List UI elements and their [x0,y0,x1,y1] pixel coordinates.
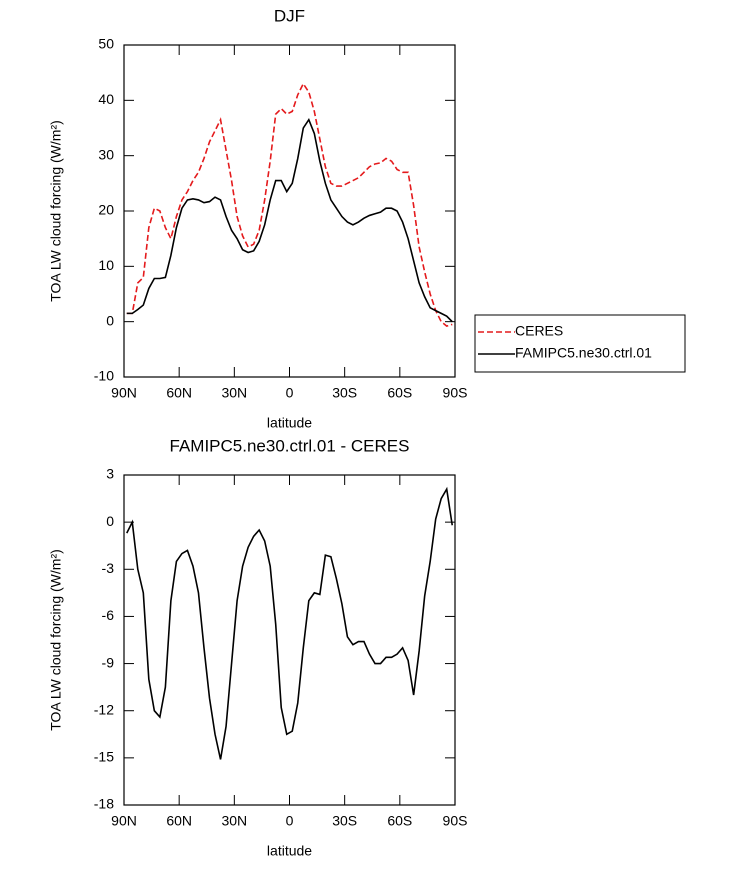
x-tick-label: 60N [166,813,192,829]
data-line [126,486,454,760]
y-tick-label: -15 [94,749,114,765]
legend-box [474,314,686,373]
x-tick-label: 90N [111,385,137,401]
y-tick-label: -9 [102,654,115,670]
x-tick-label: 60S [387,385,412,401]
y-tick-label: 0 [106,513,114,529]
y-tick-label: 50 [98,36,114,52]
y-tick-label: -12 [94,701,114,717]
y-tick-label: -10 [94,368,114,384]
x-tick-label: 0 [286,385,294,401]
x-axis-label: latitude [267,415,312,431]
x-tick-label: 30N [221,385,247,401]
legend-label: FAMIPC5.ne30.ctrl.01 [515,345,652,361]
y-tick-label: -18 [94,796,114,812]
x-tick-label: 60N [166,385,192,401]
y-axis-label: TOA LW cloud forcing (W/m²) [48,549,64,731]
plot-frame [123,44,456,378]
x-tick-label: 90N [111,813,137,829]
y-tick-label: 10 [98,257,114,273]
plot-frame [123,474,456,806]
legend-label: CERES [515,323,563,339]
y-tick-label: 40 [98,91,114,107]
x-tick-label: 90S [443,813,468,829]
y-tick-label: 30 [98,146,114,162]
y-axis-label: TOA LW cloud forcing (W/m²) [48,120,64,302]
x-tick-label: 30S [332,385,357,401]
x-tick-label: 60S [387,813,412,829]
data-line [126,82,453,327]
y-tick-label: 3 [106,466,114,482]
y-tick-label: 20 [98,202,114,218]
x-tick-label: 0 [286,813,294,829]
chart-title: DJF [274,6,305,25]
x-tick-label: 30S [332,813,357,829]
x-axis-label: latitude [267,843,312,859]
data-line [126,117,453,323]
chart-title: FAMIPC5.ne30.ctrl.01 - CERES [170,436,410,455]
legend: CERES FAMIPC5.ne30.ctrl.01 [474,314,686,373]
x-tick-label: 90S [443,385,468,401]
y-tick-label: -3 [102,560,115,576]
y-tick-label: 0 [106,312,114,328]
x-tick-label: 30N [221,813,247,829]
y-tick-label: -6 [102,607,115,623]
